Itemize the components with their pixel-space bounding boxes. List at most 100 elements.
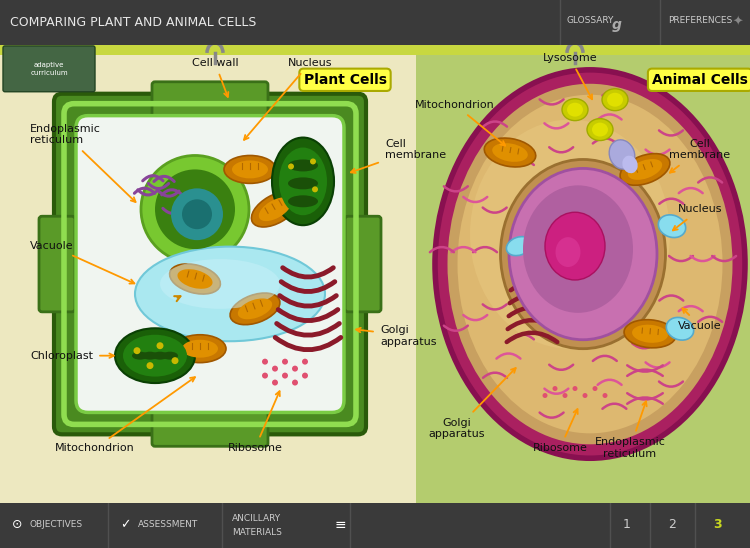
- FancyArrowPatch shape: [138, 190, 158, 195]
- Text: Golgi
apparatus: Golgi apparatus: [356, 325, 436, 346]
- FancyArrowPatch shape: [510, 295, 554, 303]
- FancyArrowPatch shape: [278, 310, 338, 321]
- FancyArrowPatch shape: [444, 186, 468, 191]
- Text: Vacuole: Vacuole: [30, 241, 134, 284]
- FancyArrowPatch shape: [592, 138, 616, 144]
- FancyArrowPatch shape: [592, 356, 616, 361]
- FancyArrowPatch shape: [679, 188, 703, 193]
- FancyArrowPatch shape: [444, 326, 468, 331]
- Ellipse shape: [155, 169, 235, 249]
- Ellipse shape: [141, 156, 249, 263]
- Text: ⊙: ⊙: [12, 518, 22, 531]
- FancyArrowPatch shape: [691, 256, 715, 261]
- Text: Cell wall: Cell wall: [192, 58, 238, 97]
- Text: ✦: ✦: [733, 16, 743, 29]
- FancyArrowPatch shape: [142, 176, 163, 181]
- Ellipse shape: [620, 153, 670, 185]
- Ellipse shape: [562, 393, 568, 398]
- Ellipse shape: [448, 84, 733, 444]
- FancyArrowPatch shape: [483, 304, 507, 310]
- FancyArrowPatch shape: [464, 315, 488, 320]
- FancyBboxPatch shape: [76, 116, 344, 413]
- FancyArrowPatch shape: [698, 178, 722, 182]
- FancyArrowPatch shape: [430, 247, 454, 252]
- FancyArrowPatch shape: [544, 389, 568, 394]
- Ellipse shape: [545, 212, 605, 280]
- FancyArrowPatch shape: [669, 256, 693, 261]
- FancyArrowPatch shape: [483, 122, 507, 127]
- Ellipse shape: [292, 366, 298, 372]
- Text: ASSESSMENT: ASSESSMENT: [138, 520, 198, 529]
- FancyBboxPatch shape: [152, 406, 268, 446]
- FancyArrowPatch shape: [602, 90, 626, 95]
- Text: 1: 1: [623, 518, 631, 531]
- Ellipse shape: [523, 185, 633, 313]
- FancyArrowPatch shape: [483, 208, 507, 213]
- Ellipse shape: [288, 163, 294, 169]
- Ellipse shape: [288, 159, 318, 172]
- FancyArrowPatch shape: [483, 373, 507, 378]
- Text: 2: 2: [668, 518, 676, 531]
- FancyArrowPatch shape: [496, 141, 520, 146]
- Ellipse shape: [572, 386, 578, 391]
- FancyArrowPatch shape: [277, 323, 339, 335]
- Text: Cell
membrane: Cell membrane: [670, 139, 730, 173]
- Ellipse shape: [312, 186, 318, 192]
- Text: Nucleus: Nucleus: [673, 204, 722, 230]
- Text: Chloroplast: Chloroplast: [30, 351, 114, 361]
- Text: GLOSSARY: GLOSSARY: [566, 16, 614, 25]
- Text: MATERIALS: MATERIALS: [232, 528, 282, 537]
- Ellipse shape: [666, 317, 694, 340]
- FancyArrowPatch shape: [632, 169, 656, 174]
- Ellipse shape: [288, 178, 318, 190]
- FancyArrowPatch shape: [540, 99, 563, 105]
- Text: ANCILLARY: ANCILLARY: [232, 514, 281, 523]
- Ellipse shape: [484, 138, 536, 167]
- Text: adaptive
curriculum: adaptive curriculum: [30, 62, 68, 76]
- Ellipse shape: [182, 199, 212, 229]
- Text: Ribosome: Ribosome: [532, 409, 587, 453]
- Ellipse shape: [592, 386, 598, 391]
- Text: Endoplasmic
reticulum: Endoplasmic reticulum: [595, 401, 665, 459]
- Ellipse shape: [470, 119, 670, 349]
- Text: Lysosome: Lysosome: [543, 53, 597, 99]
- Ellipse shape: [556, 237, 580, 267]
- Ellipse shape: [583, 393, 587, 398]
- Ellipse shape: [182, 340, 218, 358]
- FancyArrowPatch shape: [473, 247, 497, 252]
- Ellipse shape: [492, 143, 528, 162]
- FancyArrowPatch shape: [508, 320, 556, 329]
- Ellipse shape: [170, 264, 220, 294]
- FancyArrowPatch shape: [632, 343, 656, 349]
- FancyArrowPatch shape: [163, 208, 183, 214]
- Bar: [0, 45, 750, 55]
- FancyArrowPatch shape: [627, 369, 663, 376]
- FancyArrowPatch shape: [511, 283, 554, 290]
- Text: Vacuole: Vacuole: [678, 308, 722, 331]
- Ellipse shape: [622, 156, 638, 173]
- Bar: [0, 45, 416, 503]
- Ellipse shape: [146, 362, 154, 369]
- FancyArrowPatch shape: [659, 295, 683, 301]
- FancyArrowPatch shape: [598, 380, 622, 385]
- Ellipse shape: [567, 102, 583, 117]
- Text: Endoplasmic
reticulum: Endoplasmic reticulum: [30, 124, 136, 202]
- Ellipse shape: [272, 366, 278, 372]
- Ellipse shape: [272, 380, 278, 386]
- Ellipse shape: [602, 393, 608, 398]
- FancyArrowPatch shape: [162, 190, 182, 195]
- Text: COMPARING PLANT AND ANIMAL CELLS: COMPARING PLANT AND ANIMAL CELLS: [10, 16, 256, 29]
- FancyArrowPatch shape: [646, 150, 670, 155]
- Ellipse shape: [458, 95, 722, 433]
- Ellipse shape: [302, 373, 308, 379]
- FancyArrowPatch shape: [148, 184, 169, 189]
- Text: Nucleus: Nucleus: [244, 58, 332, 140]
- FancyArrowPatch shape: [646, 362, 670, 368]
- FancyArrowPatch shape: [712, 256, 736, 261]
- Ellipse shape: [282, 358, 288, 364]
- FancyArrowPatch shape: [507, 333, 557, 342]
- Ellipse shape: [262, 358, 268, 364]
- Ellipse shape: [251, 192, 298, 227]
- FancyArrowPatch shape: [510, 160, 534, 165]
- FancyArrowPatch shape: [698, 317, 722, 322]
